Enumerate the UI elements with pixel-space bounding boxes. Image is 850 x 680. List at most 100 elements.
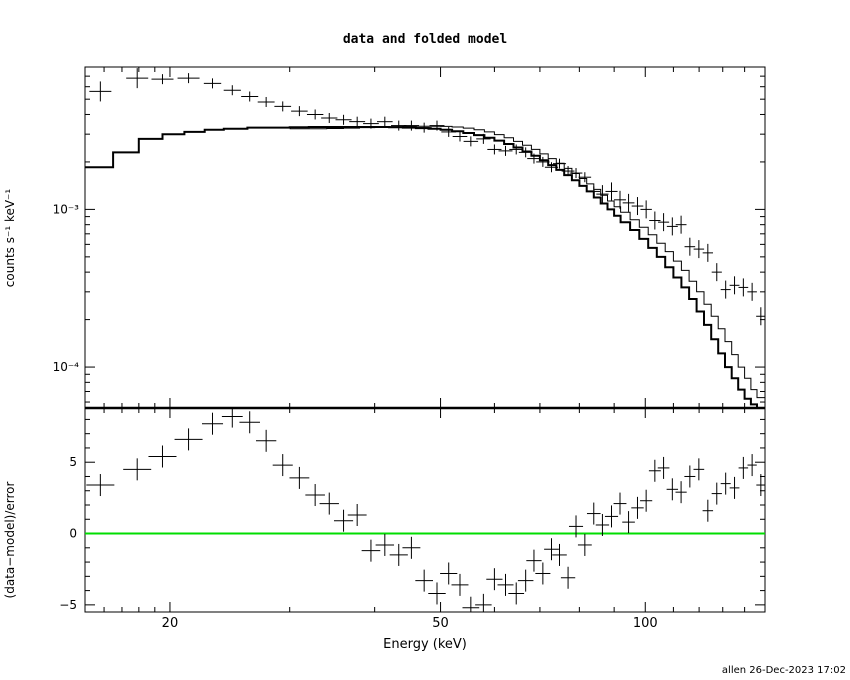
data-point	[569, 168, 583, 179]
top-ylabel: counts s⁻¹ keV⁻¹	[3, 189, 17, 288]
residual-point	[201, 412, 224, 435]
residual-point	[347, 503, 367, 526]
data-point	[487, 144, 502, 155]
data-point	[203, 78, 222, 89]
data-point	[587, 186, 600, 197]
x-tick-label: 50	[432, 616, 449, 631]
y-tick-label: 10⁻³	[53, 202, 80, 216]
residual-points	[86, 408, 766, 612]
residual-point	[475, 593, 492, 612]
data-point	[441, 126, 457, 137]
svg-text:(data−model)/error: (data−model)/error	[3, 481, 17, 598]
data-point	[738, 278, 749, 297]
residual-point	[389, 543, 408, 566]
residual-point	[577, 533, 592, 556]
residual-point	[517, 569, 534, 592]
residual-point	[289, 466, 310, 489]
data-point	[349, 116, 366, 127]
data-point	[126, 68, 149, 89]
data-point	[666, 217, 678, 236]
residual-point	[86, 474, 115, 497]
residual-point	[622, 511, 635, 534]
residual-point	[415, 569, 434, 592]
residual-point	[568, 515, 584, 538]
data-point	[429, 120, 445, 131]
data-point	[223, 85, 241, 96]
residual-point	[560, 566, 576, 589]
residual-point	[402, 536, 421, 559]
data-point	[527, 153, 541, 164]
residual-point	[526, 549, 542, 572]
residual-point	[604, 505, 619, 528]
data-point	[552, 158, 567, 169]
x-tick-label: 100	[633, 616, 658, 631]
residual-point	[648, 459, 661, 482]
x-axis-label: Energy (keV)	[383, 637, 467, 652]
residual-point	[148, 445, 177, 468]
data-point	[578, 172, 592, 183]
residual-point	[428, 582, 446, 605]
data-point	[640, 200, 652, 219]
data-point	[257, 96, 275, 107]
axis-ticks	[85, 66, 766, 612]
data-point	[544, 162, 559, 173]
data-point	[518, 147, 533, 158]
data-point	[729, 276, 740, 295]
bottom-ylabel: (data−model)/error	[3, 481, 17, 598]
residual-point	[729, 476, 740, 499]
data-point	[702, 243, 713, 262]
x-tick-label: 20	[162, 616, 179, 631]
data-point	[274, 101, 292, 112]
data-point	[509, 144, 524, 155]
residual-point	[675, 481, 687, 504]
y-tick-label: 10⁻⁴	[53, 360, 80, 374]
data-point	[561, 166, 575, 177]
residual-point	[361, 539, 381, 562]
residual-point	[747, 454, 757, 477]
residual-point	[221, 408, 243, 428]
residual-point	[272, 454, 293, 477]
residual-point	[544, 538, 559, 561]
model-line-component	[289, 125, 766, 405]
data-point	[693, 240, 705, 259]
residual-point	[508, 582, 525, 605]
residual-point	[440, 562, 458, 585]
data-point	[756, 307, 766, 326]
residual-point	[640, 489, 653, 512]
residual-point	[123, 458, 152, 481]
data-point	[711, 263, 722, 282]
data-point	[536, 156, 550, 167]
data-point	[658, 213, 670, 232]
residual-point	[693, 458, 705, 481]
residual-point	[319, 492, 339, 515]
data-point	[377, 116, 393, 127]
top-data-points	[89, 68, 766, 326]
residual-point	[375, 533, 395, 556]
top-panel-frame	[84, 66, 766, 409]
residual-point	[684, 465, 696, 488]
data-point	[291, 106, 308, 117]
residual-point	[333, 509, 354, 532]
data-point	[452, 131, 468, 142]
data-point	[416, 122, 432, 133]
y-tick-label: −5	[59, 598, 77, 612]
data-point	[498, 145, 513, 156]
data-point	[675, 215, 687, 234]
residual-point	[702, 499, 714, 522]
top-model-lines	[85, 125, 766, 409]
data-point	[403, 120, 420, 131]
svg-text:counts s⁻¹ keV⁻¹: counts s⁻¹ keV⁻¹	[3, 189, 17, 288]
y-tick-label: 5	[69, 455, 77, 469]
data-point	[622, 193, 635, 212]
data-point	[306, 109, 324, 120]
residual-point	[255, 429, 277, 452]
data-point	[335, 114, 352, 125]
residual-point	[711, 482, 722, 505]
y-tick-label: 0	[69, 527, 77, 541]
residual-point	[738, 456, 749, 479]
data-point	[241, 91, 259, 102]
residual-point	[657, 456, 670, 479]
residual-point	[595, 513, 610, 536]
